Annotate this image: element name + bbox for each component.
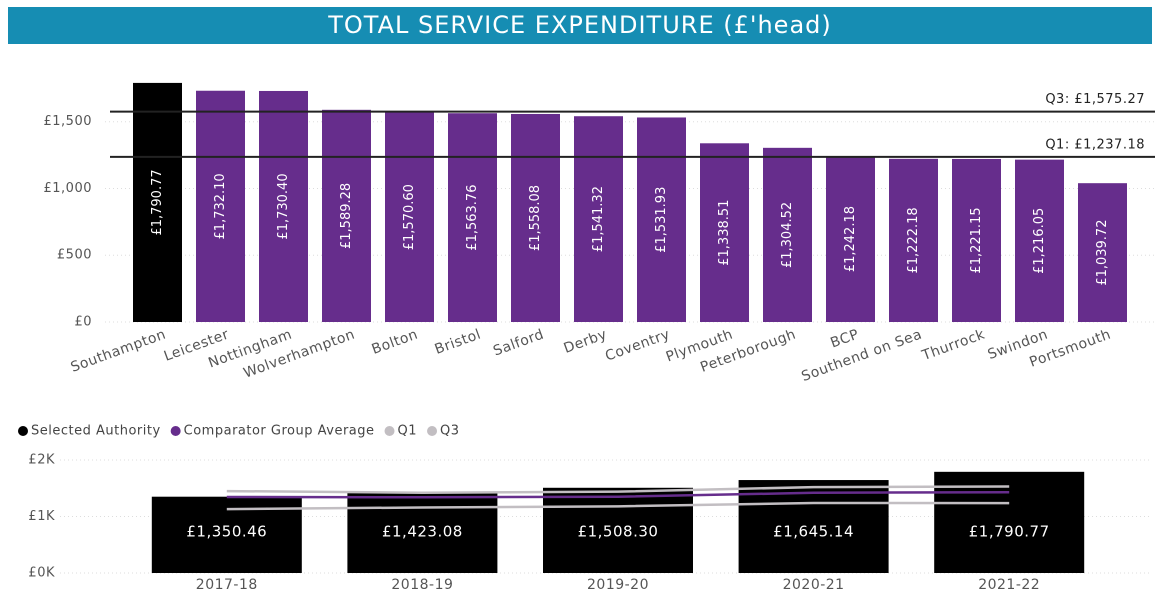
bar: [196, 90, 245, 322]
x-tick-label: Coventry: [603, 326, 672, 364]
bar-value-label: £1,790.77: [150, 169, 165, 235]
bar-value-label: £1,570.60: [402, 184, 417, 250]
bar-value-label: £1,541.32: [591, 186, 606, 252]
bar-value-label: £1,222.18: [906, 207, 921, 273]
x-tick-label: BCP: [828, 326, 861, 351]
bar: [511, 113, 560, 322]
legend-swatch: [427, 426, 438, 436]
bar-value-label: £1,645.14: [773, 523, 854, 541]
x-tick-label: Southend on Sea: [799, 326, 924, 384]
bar: [826, 156, 875, 322]
bar: [952, 158, 1001, 322]
reference-label: Q1: £1,237.18: [1045, 137, 1145, 152]
bar-value-label: £1,338.51: [717, 200, 732, 266]
legend-swatch: [170, 426, 181, 436]
bar: [763, 147, 812, 322]
x-tick-label: Thurrock: [919, 326, 987, 364]
legend-label: Q1: [398, 424, 418, 439]
bar: [574, 116, 623, 322]
y-tick-label: £1K: [28, 509, 55, 524]
bar: [385, 112, 434, 322]
bar-value-label: £1,216.05: [1032, 208, 1047, 274]
line-series: [226, 490, 1010, 499]
x-tick-label: Southampton: [69, 326, 169, 375]
bar: [1015, 159, 1064, 322]
line-series: [226, 485, 1010, 495]
legend-label: Selected Authority: [31, 424, 161, 439]
reference-label: Q3: £1,575.27: [1045, 92, 1145, 107]
y-tick-label: £0: [74, 315, 92, 330]
legend-swatch: [384, 426, 395, 436]
x-tick-label: 2019-20: [587, 577, 649, 592]
bar-value-label: £1,563.76: [465, 185, 480, 251]
bar-value-label: £1,350.46: [186, 523, 267, 541]
bar: [934, 471, 1085, 573]
bar: [448, 113, 497, 322]
bar: [700, 143, 749, 322]
y-tick-label: £1,000: [44, 181, 93, 196]
legend-swatch: [18, 426, 28, 436]
bar: [133, 82, 182, 322]
bar: [1078, 183, 1127, 322]
legend-label: Q3: [440, 424, 460, 439]
bar-value-label: £1,242.18: [843, 206, 858, 272]
bar-value-label: £1,790.77: [969, 523, 1050, 541]
x-tick-label: 2021-22: [978, 577, 1040, 592]
bar: [322, 109, 371, 322]
bar-value-label: £1,423.08: [382, 523, 463, 541]
bar: [738, 480, 889, 573]
bar-value-label: £1,221.15: [969, 207, 984, 273]
y-tick-label: £1,500: [44, 114, 93, 129]
x-tick-label: 2020-21: [783, 577, 845, 592]
legend-label: Comparator Group Average: [184, 424, 375, 439]
y-tick-label: £500: [57, 248, 92, 263]
x-tick-label: Bolton: [370, 326, 421, 357]
y-tick-label: £2K: [28, 453, 55, 468]
y-tick-label: £0K: [28, 566, 55, 581]
bar-value-label: £1,589.28: [339, 183, 354, 249]
x-tick-label: 2017-18: [196, 577, 258, 592]
line-series: [226, 501, 1010, 511]
bar: [259, 90, 308, 322]
bar-value-label: £1,531.93: [654, 187, 669, 253]
bar: [889, 158, 938, 322]
bar-value-label: £1,508.30: [578, 523, 659, 541]
page-title: TOTAL SERVICE EXPENDITURE (£'head): [327, 11, 832, 39]
bar-value-label: £1,039.72: [1095, 220, 1110, 286]
bar-value-label: £1,558.08: [528, 185, 543, 251]
bar-value-label: £1,730.40: [276, 173, 291, 239]
x-tick-label: Bristol: [433, 326, 484, 357]
x-tick-label: Derby: [562, 326, 610, 356]
header-bar: [8, 7, 1152, 44]
bar: [543, 487, 693, 573]
bar-value-label: £1,732.10: [213, 173, 228, 239]
bar-value-label: £1,304.52: [780, 202, 795, 268]
x-tick-label: 2018-19: [391, 577, 453, 592]
x-tick-label: Salford: [491, 326, 546, 359]
bar: [637, 117, 686, 322]
